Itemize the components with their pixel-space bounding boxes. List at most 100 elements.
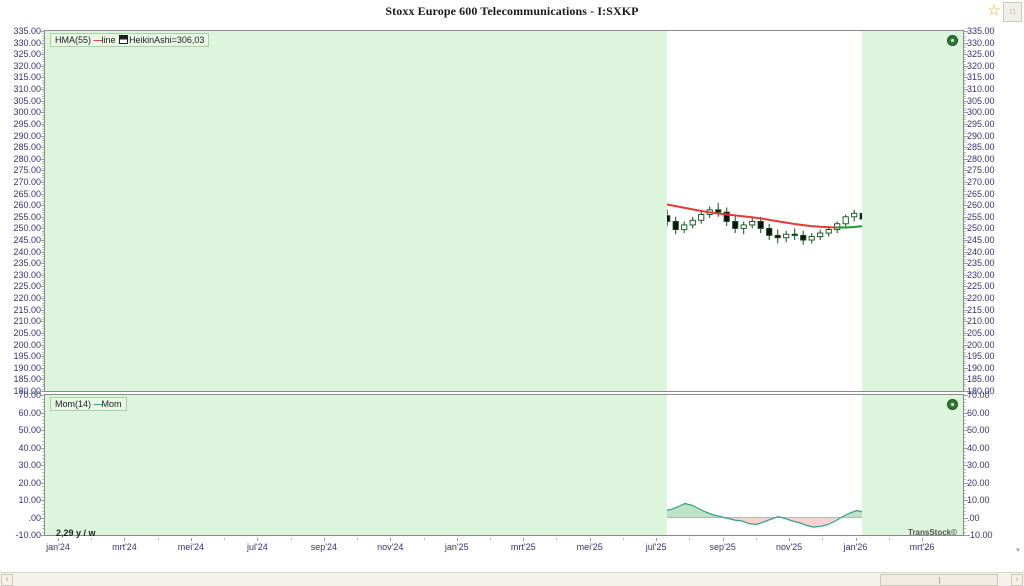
price-y-tick-label: 225.00 bbox=[13, 281, 41, 292]
vertical-scroll-down-arrow[interactable]: ▾ bbox=[1016, 547, 1020, 554]
x-axis-tick-label: sep'24 bbox=[310, 542, 337, 552]
axis-tick bbox=[964, 412, 968, 414]
axis-minor-tick bbox=[964, 96, 966, 98]
momentum-panel-legend[interactable]: Mom(14) —Mom bbox=[50, 397, 127, 411]
axis-minor-tick bbox=[964, 75, 966, 77]
axis-minor-tick bbox=[42, 531, 44, 533]
axis-minor-tick bbox=[42, 398, 44, 400]
uptrend-band-1 bbox=[45, 31, 667, 391]
axis-minor-tick bbox=[42, 156, 44, 158]
horizontal-scrollbar[interactable]: ‹ › bbox=[0, 572, 1024, 586]
axis-minor-tick bbox=[964, 237, 966, 239]
axis-minor-tick bbox=[964, 79, 966, 81]
axis-minor-tick bbox=[42, 489, 44, 491]
price-plot-area[interactable] bbox=[45, 31, 963, 391]
axis-minor-tick bbox=[42, 349, 44, 351]
axis-minor-tick bbox=[964, 444, 966, 445]
axis-minor-tick bbox=[964, 514, 966, 515]
axis-tick bbox=[40, 205, 44, 207]
axis-minor-tick bbox=[964, 63, 966, 65]
axis-minor-tick bbox=[964, 233, 966, 235]
axis-minor-tick bbox=[964, 475, 966, 477]
axis-minor-tick bbox=[42, 267, 44, 269]
axis-tick bbox=[40, 465, 44, 466]
axis-minor-tick bbox=[42, 223, 44, 225]
axis-minor-tick bbox=[964, 235, 966, 237]
price-chart-panel[interactable] bbox=[44, 30, 964, 392]
axis-minor-tick bbox=[964, 200, 966, 202]
axis-minor-tick bbox=[964, 72, 966, 74]
axis-minor-tick bbox=[964, 130, 966, 132]
momentum-plot-area[interactable] bbox=[45, 395, 963, 535]
star-icon[interactable]: ☆ bbox=[987, 2, 1001, 19]
axis-tick bbox=[964, 395, 968, 396]
momentum-chart-panel[interactable] bbox=[44, 394, 964, 536]
axis-tick bbox=[40, 193, 44, 195]
price-panel-legend[interactable]: HMA(55) —line HeikinAshi=306,03 bbox=[50, 33, 210, 47]
axis-minor-tick bbox=[42, 475, 44, 477]
momentum-legend-indicator: Mom(14) bbox=[55, 399, 92, 409]
axis-minor-tick bbox=[964, 70, 966, 72]
axis-minor-tick bbox=[42, 365, 44, 367]
axis-tick bbox=[964, 123, 968, 125]
axis-minor-tick bbox=[42, 381, 44, 383]
axis-minor-tick bbox=[42, 44, 44, 46]
axis-minor-tick bbox=[964, 524, 966, 526]
axis-minor-tick bbox=[964, 47, 966, 49]
scroll-left-button[interactable]: ‹ bbox=[1, 574, 13, 586]
axis-minor-tick bbox=[964, 260, 966, 262]
axis-minor-tick bbox=[964, 372, 966, 374]
price-panel-gear-icon[interactable] bbox=[947, 35, 958, 46]
axis-minor-tick bbox=[964, 258, 966, 260]
axis-minor-tick bbox=[964, 314, 966, 316]
axis-minor-tick bbox=[42, 479, 44, 480]
x-axis-tick bbox=[523, 538, 525, 541]
axis-minor-tick bbox=[964, 337, 966, 339]
axis-tick bbox=[964, 216, 968, 218]
axis-minor-tick bbox=[964, 370, 966, 372]
price-y-tick-label: 220.00 bbox=[13, 293, 41, 304]
axis-minor-tick bbox=[964, 323, 966, 325]
axis-minor-tick bbox=[42, 137, 44, 139]
axis-tick bbox=[40, 344, 44, 346]
axis-tick bbox=[964, 500, 968, 501]
price-y-tick-label: 260.00 bbox=[13, 200, 41, 211]
momentum-y-tick-label: 50.00 bbox=[18, 425, 41, 435]
axis-minor-tick bbox=[42, 72, 44, 74]
axis-tick bbox=[40, 181, 44, 183]
axis-minor-tick bbox=[964, 528, 966, 529]
restore-window-icon[interactable]: □ bbox=[1003, 2, 1022, 22]
axis-tick bbox=[40, 31, 44, 32]
momentum-panel-gear-icon[interactable] bbox=[947, 399, 958, 410]
price-y-tick-label: 325.00 bbox=[13, 49, 41, 60]
axis-minor-tick bbox=[42, 126, 44, 128]
axis-tick bbox=[964, 321, 968, 323]
axis-minor-tick bbox=[42, 451, 44, 452]
axis-minor-tick bbox=[42, 260, 44, 262]
axis-minor-tick bbox=[964, 384, 966, 386]
price-y-tick-label: 265.00 bbox=[13, 188, 41, 199]
scroll-thumb[interactable] bbox=[880, 574, 998, 586]
axis-minor-tick bbox=[42, 202, 44, 204]
axis-minor-tick bbox=[42, 207, 44, 209]
price-y-tick-label: 300.00 bbox=[13, 107, 41, 118]
x-axis-minor-tick bbox=[91, 538, 93, 540]
axis-minor-tick bbox=[42, 426, 44, 428]
x-axis-tick-label: mrt'24 bbox=[112, 542, 137, 552]
x-axis-tick bbox=[190, 538, 192, 541]
axis-minor-tick bbox=[964, 305, 966, 307]
axis-minor-tick bbox=[42, 47, 44, 49]
price-y-tick-label: 300.00 bbox=[967, 107, 995, 118]
momentum-y-tick-label: .00 bbox=[967, 512, 980, 523]
price-y-tick-label: 230.00 bbox=[967, 269, 995, 280]
price-y-tick-label: 230.00 bbox=[13, 269, 41, 280]
axis-minor-tick bbox=[964, 219, 966, 221]
x-axis-tick bbox=[656, 538, 658, 541]
axis-minor-tick bbox=[964, 325, 966, 327]
scroll-right-button[interactable]: › bbox=[1011, 574, 1023, 586]
axis-minor-tick bbox=[964, 489, 966, 491]
axis-tick bbox=[964, 482, 968, 484]
axis-minor-tick bbox=[964, 346, 966, 348]
axis-minor-tick bbox=[42, 91, 44, 93]
price-y-tick-label: 285.00 bbox=[967, 142, 995, 153]
